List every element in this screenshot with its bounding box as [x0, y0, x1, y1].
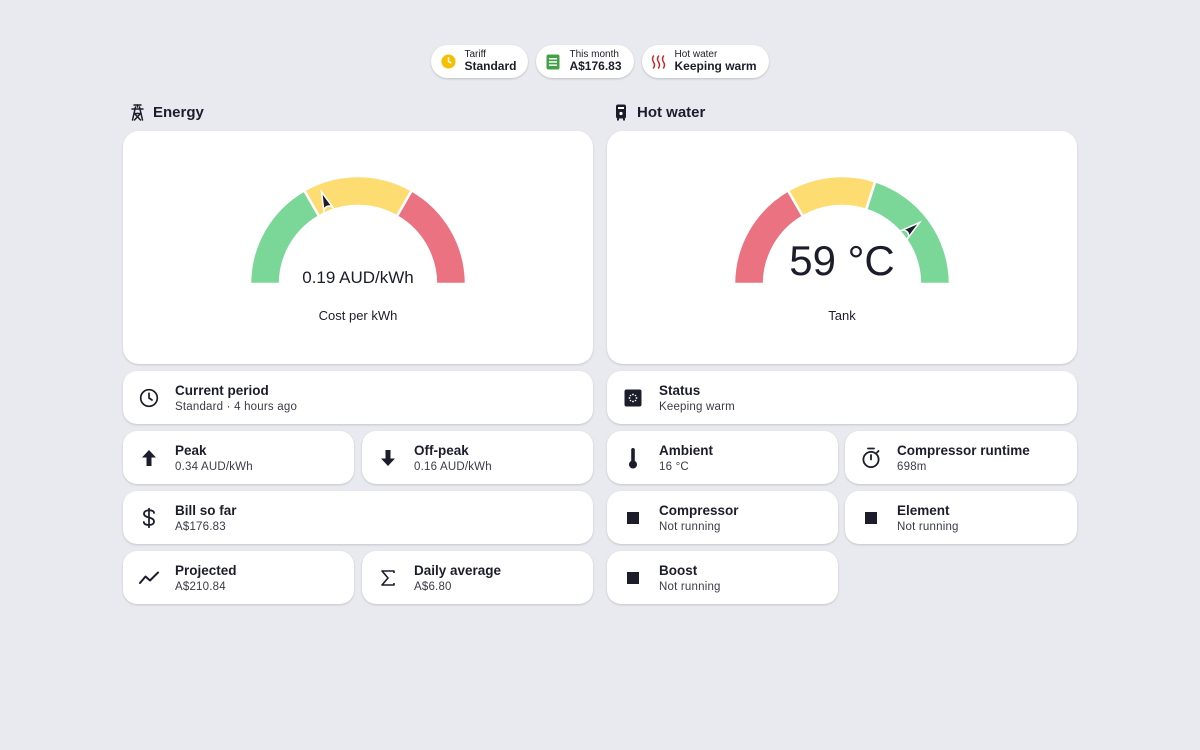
chip-value: A$176.83: [569, 59, 622, 74]
tile-title: Boost: [659, 562, 698, 578]
energy-cost-gauge: [248, 174, 468, 286]
bill-so-far-tile[interactable]: Bill so far A$176.83: [123, 491, 593, 544]
hot-water-chip[interactable]: Hot water Keeping warm: [641, 45, 769, 78]
water-heater-icon: [613, 103, 629, 121]
stop-square-icon: [861, 508, 881, 528]
tile-subtitle: 698m: [897, 460, 927, 473]
tile-subtitle: Keeping warm: [659, 400, 735, 413]
energy-gauge-caption: Cost per kWh: [318, 308, 398, 323]
tank-temperature-gauge: [732, 174, 952, 286]
energy-gauge-segment: [395, 188, 468, 286]
tank-gauge-needle: [899, 220, 922, 241]
tile-title: Off-peak: [414, 442, 469, 458]
chip-label: This month: [569, 48, 619, 60]
tile-title: Compressor runtime: [897, 442, 1030, 458]
stop-square-icon: [623, 568, 643, 588]
boost-tile[interactable]: Boost Not running: [607, 551, 838, 604]
tariff-clock-icon: [440, 54, 456, 70]
tile-subtitle: A$176.83: [175, 520, 226, 533]
tile-subtitle: Not running: [659, 520, 721, 533]
energy-gauge-card[interactable]: 0.19 AUD/kWh Cost per kWh: [123, 131, 593, 364]
status-tile[interactable]: Status Keeping warm: [607, 371, 1077, 424]
tile-subtitle: Standard · 4 hours ago: [175, 400, 298, 413]
thermometer-icon: [623, 447, 643, 468]
energy-heading-label: Energy: [153, 103, 204, 121]
tile-subtitle: 0.16 AUD/kWh: [414, 460, 492, 473]
tile-title: Current period: [175, 382, 269, 398]
daily-average-tile[interactable]: Daily average A$6.80: [362, 551, 593, 604]
power-pylon-icon: [129, 103, 145, 121]
element-tile[interactable]: Element Not running: [845, 491, 1077, 544]
summary-chips: Tariff Standard This month A$176.83 Hot …: [0, 45, 1200, 78]
timer-icon: [861, 447, 881, 468]
sigma-icon: [378, 568, 398, 588]
clock-icon: [139, 388, 159, 408]
tile-title: Peak: [175, 442, 207, 458]
tile-subtitle: 0.34 AUD/kWh: [175, 460, 253, 473]
tile-title: Compressor: [659, 502, 739, 518]
tariff-chip[interactable]: Tariff Standard: [431, 45, 529, 78]
tile-subtitle: Not running: [659, 580, 721, 593]
hot-water-gauge-card[interactable]: 59 °C Tank: [607, 131, 1077, 364]
tank-gauge-value: 59 °C: [789, 237, 895, 284]
heater-status-icon: [623, 388, 643, 408]
heat-waves-icon: [651, 54, 667, 70]
off-peak-tile[interactable]: Off-peak 0.16 AUD/kWh: [362, 431, 593, 484]
compressor-tile[interactable]: Compressor Not running: [607, 491, 838, 544]
tile-title: Status: [659, 382, 701, 398]
tile-title: Bill so far: [175, 502, 237, 518]
chip-label: Hot water: [674, 48, 718, 60]
arrow-down-icon: [378, 448, 398, 468]
chip-value: Standard: [464, 59, 517, 74]
energy-gauge-value: 0.19 AUD/kWh: [302, 268, 414, 287]
current-period-tile[interactable]: Current period Standard · 4 hours ago: [123, 371, 593, 424]
trend-icon: [139, 568, 159, 588]
tile-subtitle: Not running: [897, 520, 959, 533]
tank-gauge-caption: Tank: [828, 308, 856, 323]
hot-water-heading-label: Hot water: [637, 103, 706, 121]
bill-icon: [545, 54, 561, 70]
energy-heading: Energy: [129, 103, 204, 121]
tile-subtitle: A$210.84: [175, 580, 226, 593]
this-month-chip[interactable]: This month A$176.83: [536, 45, 634, 78]
hot-water-heading: Hot water: [613, 103, 705, 121]
tile-subtitle: 16 °C: [659, 460, 689, 473]
tile-title: Element: [897, 502, 950, 518]
tile-title: Daily average: [414, 562, 502, 578]
ambient-tile[interactable]: Ambient 16 °C: [607, 431, 838, 484]
tank-gauge-segment: [786, 174, 877, 219]
tile-subtitle: A$6.80: [414, 580, 452, 593]
energy-gauge-needle: [320, 189, 336, 214]
chip-value: Keeping warm: [674, 59, 757, 74]
compressor-runtime-tile[interactable]: Compressor runtime 698m: [845, 431, 1077, 484]
chip-label: Tariff: [464, 48, 486, 60]
energy-gauge-segment: [302, 174, 414, 219]
arrow-up-icon: [139, 448, 159, 468]
tile-title: Ambient: [659, 442, 713, 458]
projected-tile[interactable]: Projected A$210.84: [123, 551, 354, 604]
peak-tile[interactable]: Peak 0.34 AUD/kWh: [123, 431, 354, 484]
stop-square-icon: [623, 508, 643, 528]
dollar-icon: [139, 507, 159, 528]
tile-title: Projected: [175, 562, 237, 578]
